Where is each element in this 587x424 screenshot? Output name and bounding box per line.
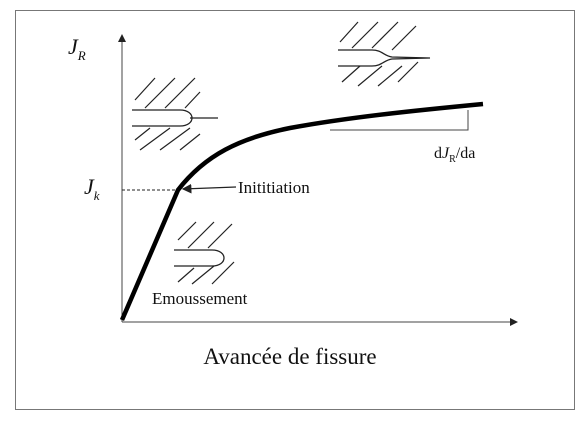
crack-icon [338, 21, 431, 87]
blunting-label: Emoussement [152, 289, 248, 308]
jr-curve [119, 101, 484, 321]
crack-icon [174, 221, 235, 285]
initiation-label: Inititiation [238, 178, 310, 197]
y-axis-label: JR [68, 34, 86, 63]
slope-label: dJR/da [434, 145, 475, 165]
frame [15, 10, 575, 410]
initiation-arrow [181, 183, 237, 194]
crack-icon [132, 77, 218, 151]
level-label: Jk [84, 174, 100, 203]
x-axis-label: Avancée de fissure [203, 344, 376, 369]
slope-triangle [330, 110, 469, 131]
